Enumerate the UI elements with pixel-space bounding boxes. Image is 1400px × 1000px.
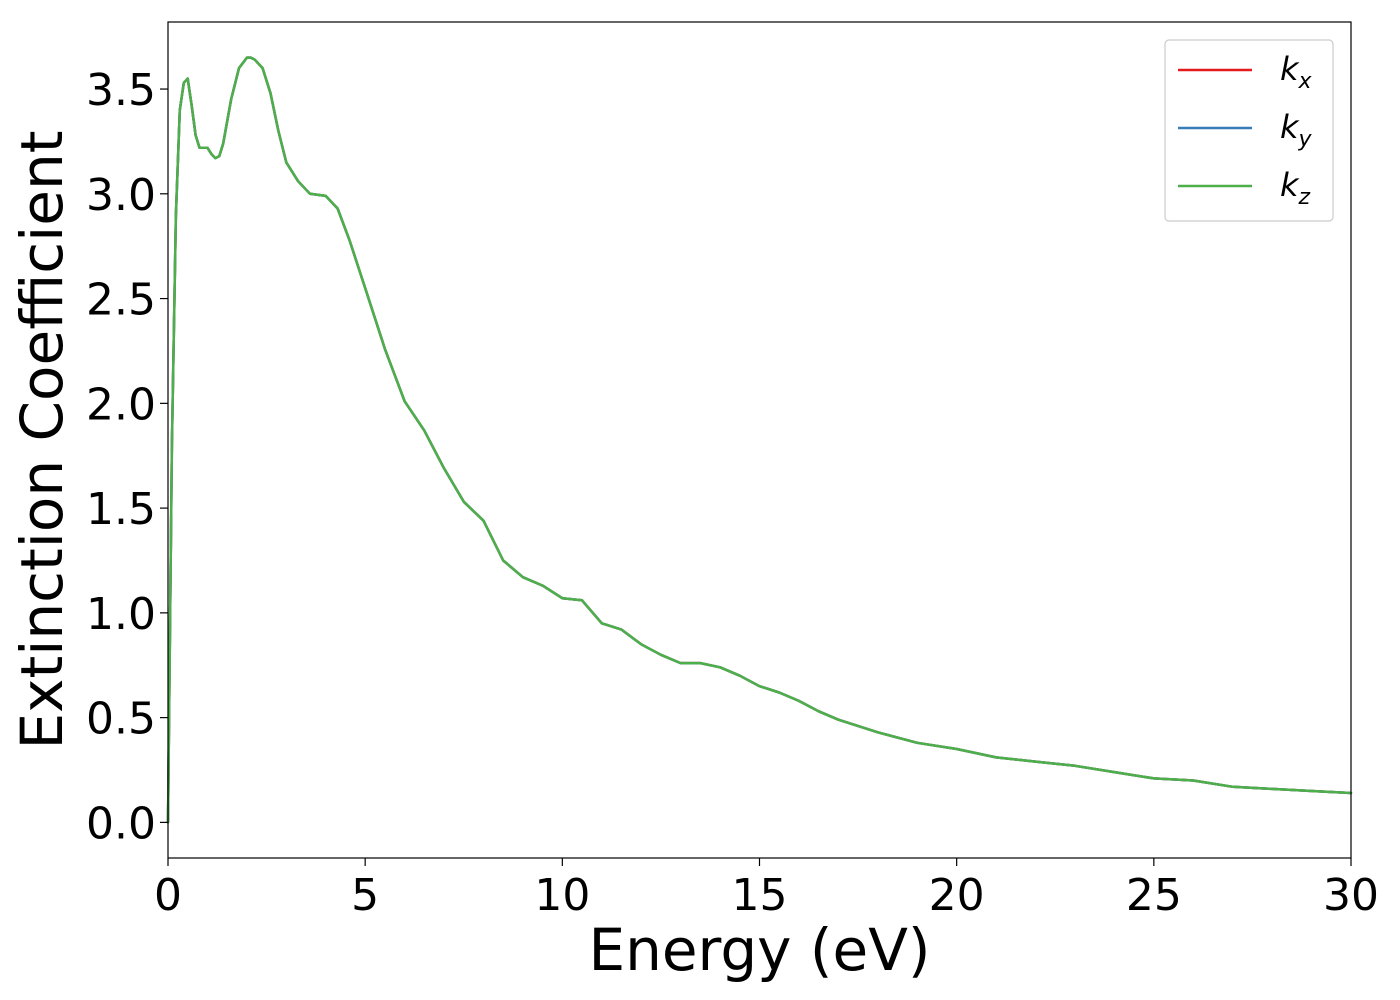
x-tick-label: 0 <box>154 870 182 921</box>
y-tick-label: 1.5 <box>86 484 156 535</box>
y-axis: 0.0 0.5 1.0 1.5 2.0 2.5 3.0 3.5 <box>86 65 168 849</box>
x-axis: 0 5 10 15 20 25 30 <box>154 858 1379 921</box>
x-tick-label: 5 <box>351 870 379 921</box>
y-tick-label: 3.5 <box>86 65 156 116</box>
x-tick-label: 10 <box>534 870 590 921</box>
y-tick-label: 2.5 <box>86 275 156 326</box>
y-tick-label: 0.0 <box>86 798 156 849</box>
series-layer <box>166 56 1353 824</box>
y-tick-label: 2.0 <box>86 379 156 430</box>
x-axis-label: Energy (eV) <box>588 916 930 984</box>
x-tick-label: 15 <box>732 870 788 921</box>
legend-label-k_z: kz <box>1280 166 1311 210</box>
y-axis-label: Extinction Coefficient <box>8 131 76 750</box>
legend-label-k_y: ky <box>1280 108 1313 152</box>
series-line-k_z <box>166 56 1353 824</box>
x-tick-label: 30 <box>1323 870 1379 921</box>
legend: kx ky kz <box>1164 39 1334 222</box>
x-tick-label: 25 <box>1126 870 1182 921</box>
y-tick-label: 1.0 <box>86 589 156 640</box>
y-tick-label: 0.5 <box>86 694 156 745</box>
legend-label-k_x: kx <box>1280 50 1313 94</box>
legend-box <box>1164 39 1334 222</box>
y-tick-label: 3.0 <box>86 170 156 221</box>
x-tick-label: 20 <box>929 870 985 921</box>
